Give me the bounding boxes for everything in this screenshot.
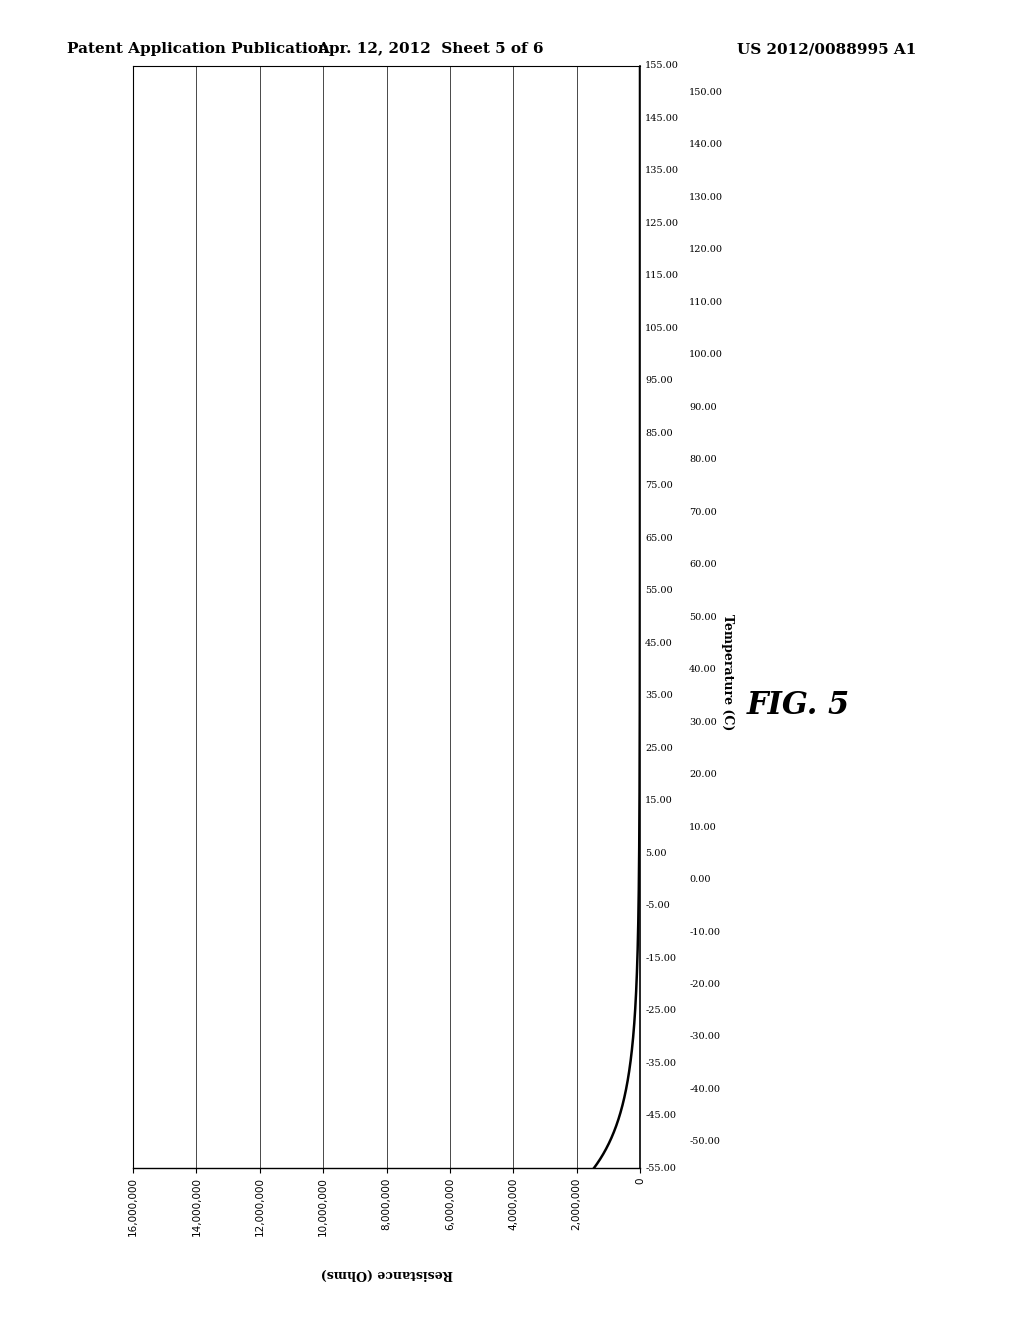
Text: 60.00: 60.00 xyxy=(689,560,717,569)
Text: 110.00: 110.00 xyxy=(689,298,723,306)
Text: 0.00: 0.00 xyxy=(689,875,711,884)
Text: -40.00: -40.00 xyxy=(689,1085,720,1094)
Text: 135.00: 135.00 xyxy=(645,166,679,176)
Text: 85.00: 85.00 xyxy=(645,429,673,438)
Text: 15.00: 15.00 xyxy=(645,796,673,805)
Text: 155.00: 155.00 xyxy=(645,62,679,70)
Text: 35.00: 35.00 xyxy=(645,692,673,701)
Text: 25.00: 25.00 xyxy=(645,743,673,752)
Text: Temperature (C): Temperature (C) xyxy=(721,614,733,730)
Text: -35.00: -35.00 xyxy=(645,1059,676,1068)
Text: 125.00: 125.00 xyxy=(645,219,679,228)
Text: 75.00: 75.00 xyxy=(645,482,673,491)
Text: 100.00: 100.00 xyxy=(689,350,723,359)
Text: 145.00: 145.00 xyxy=(645,114,679,123)
Text: -20.00: -20.00 xyxy=(689,979,720,989)
Text: -30.00: -30.00 xyxy=(689,1032,720,1041)
Text: 150.00: 150.00 xyxy=(689,87,723,96)
Text: -15.00: -15.00 xyxy=(645,954,676,962)
Text: -55.00: -55.00 xyxy=(645,1164,676,1172)
Text: FIG. 5: FIG. 5 xyxy=(748,690,850,721)
Text: 10.00: 10.00 xyxy=(689,822,717,832)
Text: 130.00: 130.00 xyxy=(689,193,723,202)
Text: -25.00: -25.00 xyxy=(645,1006,676,1015)
Text: Resistance (Ohms): Resistance (Ohms) xyxy=(321,1267,453,1280)
Text: 65.00: 65.00 xyxy=(645,533,673,543)
Text: 80.00: 80.00 xyxy=(689,455,717,465)
Text: US 2012/0088995 A1: US 2012/0088995 A1 xyxy=(737,42,916,57)
Text: 45.00: 45.00 xyxy=(645,639,673,648)
Text: 90.00: 90.00 xyxy=(689,403,717,412)
Text: 70.00: 70.00 xyxy=(689,508,717,516)
Text: 95.00: 95.00 xyxy=(645,376,673,385)
Text: -5.00: -5.00 xyxy=(645,902,670,911)
Text: 55.00: 55.00 xyxy=(645,586,673,595)
Text: 30.00: 30.00 xyxy=(689,718,717,726)
Text: 50.00: 50.00 xyxy=(689,612,717,622)
Text: 20.00: 20.00 xyxy=(689,770,717,779)
Text: 120.00: 120.00 xyxy=(689,246,723,255)
Text: 105.00: 105.00 xyxy=(645,323,679,333)
Text: 5.00: 5.00 xyxy=(645,849,667,858)
Text: -10.00: -10.00 xyxy=(689,928,720,936)
Text: 40.00: 40.00 xyxy=(689,665,717,675)
Text: Apr. 12, 2012  Sheet 5 of 6: Apr. 12, 2012 Sheet 5 of 6 xyxy=(316,42,544,57)
Text: -50.00: -50.00 xyxy=(689,1138,720,1147)
Text: -45.00: -45.00 xyxy=(645,1111,676,1121)
Text: 115.00: 115.00 xyxy=(645,272,679,280)
Text: Patent Application Publication: Patent Application Publication xyxy=(67,42,329,57)
Text: 140.00: 140.00 xyxy=(689,140,723,149)
